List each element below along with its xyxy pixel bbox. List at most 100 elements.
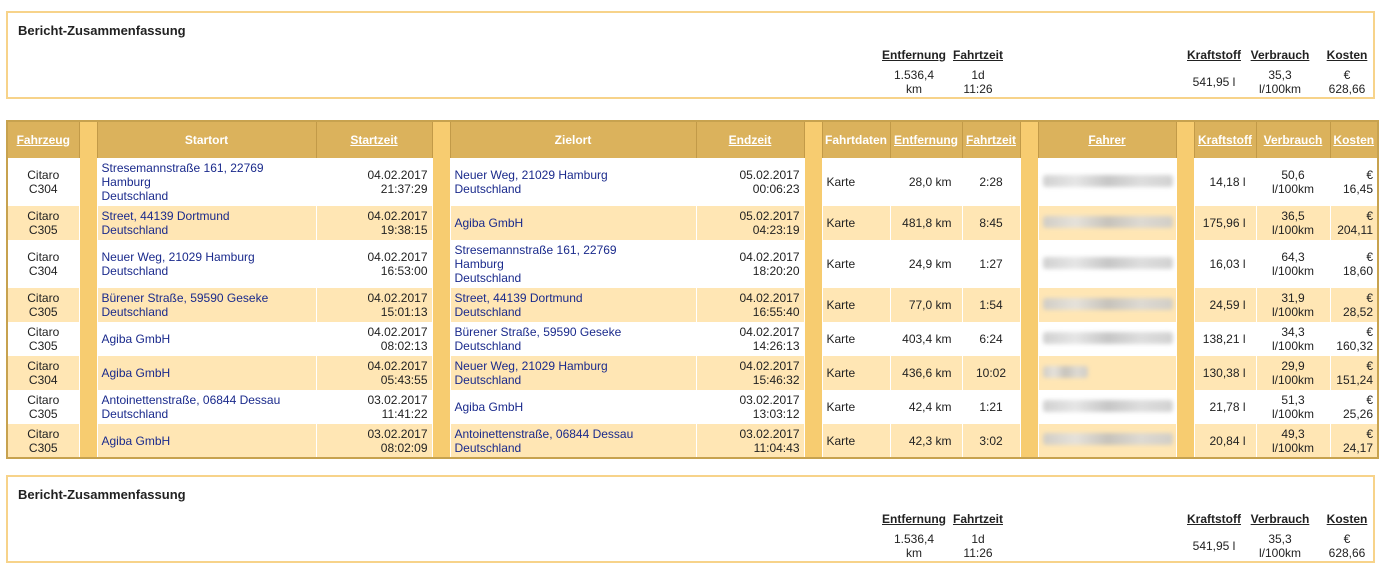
start-location-line[interactable]: Agiba GmbH (101, 332, 171, 346)
summary-fuel-header[interactable]: Kraftstoff (1187, 48, 1241, 62)
start-location-line[interactable]: Bürener Straße, 59590 Geseke (101, 291, 269, 305)
destination-line[interactable]: Agiba GmbH (454, 216, 524, 230)
cell-destination[interactable]: Neuer Weg, 21029 Hamburg Deutschland (450, 356, 697, 390)
cell-trip-data[interactable]: Karte (822, 158, 891, 206)
cell-start-time: 04.02.2017 19:38:15 (316, 206, 433, 240)
destination-line[interactable]: Deutschland (454, 305, 522, 319)
cell-start-location[interactable]: Antoinettenstraße, 06844 Dessau Deutschla… (97, 390, 317, 424)
summary-duration-header[interactable]: Fahrtzeit (952, 512, 1003, 526)
destination-line[interactable]: Street, 44139 Dortmund (454, 291, 583, 305)
start-time-line: 08:02:13 (380, 339, 428, 353)
start-location-line[interactable]: Street, 44139 Dortmund (101, 209, 230, 223)
cell-trip-data[interactable]: Karte (822, 240, 891, 288)
destination-line[interactable]: Agiba GmbH (454, 400, 524, 414)
cell-vehicle: Citaro C304 (7, 356, 80, 390)
summary-consumption-header[interactable]: Verbrauch (1250, 48, 1310, 62)
column-separator (1176, 158, 1195, 206)
start-location-line[interactable]: Agiba GmbH (101, 433, 171, 448)
map-link[interactable]: Karte (826, 366, 856, 380)
end-time-line: 14:26:13 (752, 339, 800, 353)
destination-line[interactable]: Bürener Straße, 59590 Geseke (454, 325, 622, 339)
header-driver[interactable]: Fahrer (1038, 121, 1177, 158)
destination-line[interactable]: Neuer Weg, 21029 Hamburg (454, 168, 608, 182)
summary-fuel-header[interactable]: Kraftstoff (1187, 512, 1241, 526)
cell-start-location[interactable]: Agiba GmbH (97, 424, 317, 458)
destination-line[interactable]: Neuer Weg, 21029 Hamburg (454, 359, 608, 373)
cell-destination[interactable]: Agiba GmbH (450, 390, 697, 424)
map-link[interactable]: Karte (826, 298, 856, 312)
cell-start-location[interactable]: Stresemannstraße 161, 22769 Hamburg Deutsc… (97, 158, 317, 206)
cell-destination[interactable]: Bürener Straße, 59590 Geseke Deutschland (450, 322, 697, 356)
map-link[interactable]: Karte (826, 257, 856, 271)
cell-trip-data[interactable]: Karte (822, 322, 891, 356)
summary-cost-value: 628,66 (1328, 546, 1366, 560)
header-consumption[interactable]: Verbrauch (1256, 121, 1331, 158)
map-link[interactable]: Karte (826, 433, 856, 448)
start-location-line[interactable]: Stresemannstraße 161, 22769 (101, 161, 264, 175)
vehicle-line: Citaro (27, 250, 60, 264)
summary-consumption-header[interactable]: Verbrauch (1250, 512, 1310, 526)
start-location-line[interactable]: Deutschland (101, 305, 169, 319)
header-duration[interactable]: Fahrtzeit (962, 121, 1021, 158)
destination-line[interactable]: Deutschland (454, 271, 522, 285)
cost-line: € 24,17 (1342, 426, 1373, 455)
table-row: Citaro C305 Agiba GmbH 03.02.2017 08:02:09 An… (7, 424, 1379, 458)
cell-destination[interactable]: Neuer Weg, 21029 Hamburg Deutschland (450, 158, 697, 206)
cell-start-location[interactable]: Agiba GmbH (97, 356, 317, 390)
destination-line[interactable]: Deutschland (454, 339, 522, 353)
start-location-line[interactable]: Agiba GmbH (101, 366, 171, 380)
cell-trip-data[interactable]: Karte (822, 206, 891, 240)
cell-start-location[interactable]: Neuer Weg, 21029 Hamburg Deutschland (97, 240, 317, 288)
summary-fuel: 541,95 l (1192, 75, 1236, 89)
cell-start-time: 03.02.2017 11:41:22 (316, 390, 433, 424)
summary-distance-header[interactable]: Entfernung (882, 48, 946, 62)
start-location-line[interactable]: Hamburg (101, 175, 151, 189)
destination-line[interactable]: Deutschland (454, 373, 522, 387)
cell-start-location[interactable]: Street, 44139 Dortmund Deutschland (97, 206, 317, 240)
header-fuel[interactable]: Kraftstoff (1194, 121, 1257, 158)
map-link[interactable]: Karte (826, 216, 856, 230)
header-start-time[interactable]: Startzeit (316, 121, 433, 158)
summary-duration-header[interactable]: Fahrtzeit (952, 48, 1003, 62)
cell-trip-data[interactable]: Karte (822, 390, 891, 424)
start-location-line[interactable]: Deutschland (101, 407, 169, 421)
map-link[interactable]: Karte (826, 400, 856, 414)
cell-destination[interactable]: Street, 44139 Dortmund Deutschland (450, 288, 697, 322)
summary-distance-header[interactable]: Entfernung (882, 512, 946, 526)
destination-line[interactable]: Stresemannstraße 161, 22769 (454, 243, 617, 257)
cell-start-location[interactable]: Bürener Straße, 59590 Geseke Deutschland (97, 288, 317, 322)
start-location-line[interactable]: Antoinettenstraße, 06844 Dessau (101, 393, 281, 407)
header-distance[interactable]: Entfernung (890, 121, 963, 158)
cell-distance: 28,0 km (890, 158, 963, 206)
column-separator (1020, 121, 1039, 158)
summary-cost-header[interactable]: Kosten (1326, 48, 1368, 62)
destination-line[interactable]: Hamburg (454, 257, 504, 271)
start-time-line: 03.02.2017 (367, 426, 428, 441)
header-vehicle[interactable]: Fahrzeug (7, 121, 80, 158)
vehicle-line: C304 (28, 373, 58, 387)
cell-duration: 10:02 (962, 356, 1021, 390)
start-location-line[interactable]: Deutschland (101, 223, 169, 237)
cell-destination[interactable]: Antoinettenstraße, 06844 Dessau Deutschla… (450, 424, 697, 458)
cell-trip-data[interactable]: Karte (822, 356, 891, 390)
destination-line[interactable]: Deutschland (454, 440, 522, 455)
cell-start-location[interactable]: Agiba GmbH (97, 322, 317, 356)
map-link[interactable]: Karte (826, 175, 856, 189)
cell-driver (1038, 424, 1177, 458)
header-cost[interactable]: Kosten (1330, 121, 1379, 158)
summary-cost-header[interactable]: Kosten (1326, 512, 1368, 526)
cell-trip-data[interactable]: Karte (822, 424, 891, 458)
cell-trip-data[interactable]: Karte (822, 288, 891, 322)
destination-line[interactable]: Deutschland (454, 182, 522, 196)
table-row: Citaro C304 Stresemannstraße 161, 22769 Ham… (7, 158, 1379, 206)
start-location-line[interactable]: Deutschland (101, 264, 169, 278)
cell-destination[interactable]: Agiba GmbH (450, 206, 697, 240)
start-location-line[interactable]: Neuer Weg, 21029 Hamburg (101, 250, 255, 264)
map-link[interactable]: Karte (826, 332, 856, 346)
destination-line[interactable]: Antoinettenstraße, 06844 Dessau (454, 426, 634, 441)
header-end-time[interactable]: Endzeit (696, 121, 805, 158)
start-location-line[interactable]: Deutschland (101, 189, 169, 203)
start-time-line: 21:37:29 (380, 182, 428, 196)
column-separator (1020, 356, 1039, 390)
cell-destination[interactable]: Stresemannstraße 161, 22769 Hamburg Deutsc… (450, 240, 697, 288)
